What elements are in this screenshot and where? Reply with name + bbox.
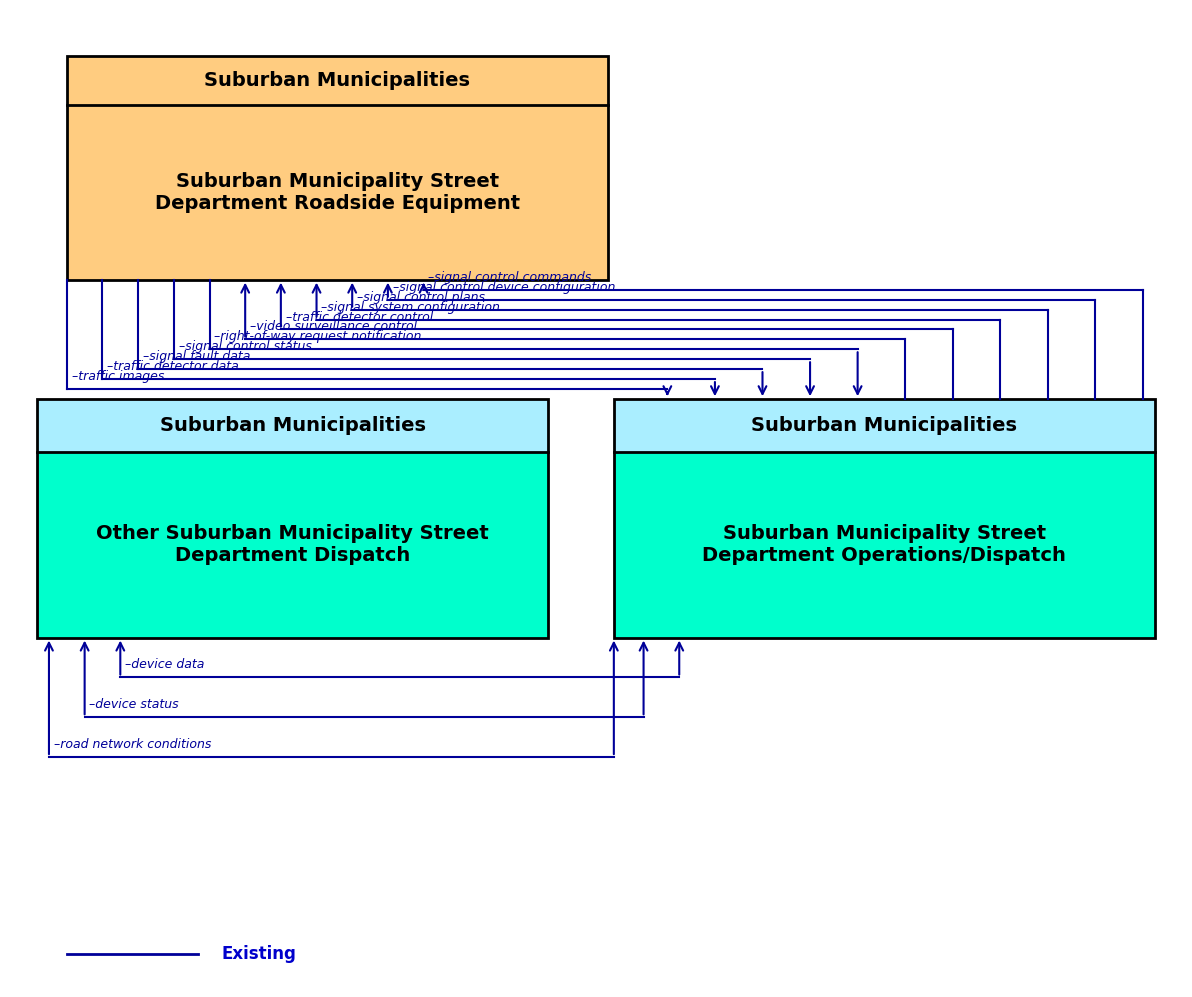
Bar [614,452,1155,638]
Bar [37,452,548,638]
Text: –traffic detector control: –traffic detector control [286,310,433,323]
Text: –signal control commands: –signal control commands [428,271,591,284]
Text: Suburban Municipalities: Suburban Municipalities [160,416,426,435]
Text: Suburban Municipality Street
Department Operations/Dispatch: Suburban Municipality Street Department … [702,524,1067,565]
Text: –road network conditions: –road network conditions [54,738,211,751]
Bar [37,399,548,638]
Text: –device status: –device status [89,698,179,711]
Text: Suburban Municipality Street
Department Roadside Equipment: Suburban Municipality Street Department … [155,172,520,213]
Text: –signal system configuration: –signal system configuration [322,300,501,314]
Text: –video surveillance control: –video surveillance control [250,320,417,333]
Text: –signal control status: –signal control status [179,340,311,353]
Text: Other Suburban Municipality Street
Department Dispatch: Other Suburban Municipality Street Depar… [97,524,489,565]
Bar [614,399,1155,638]
Text: Existing: Existing [222,945,297,963]
Bar [37,399,548,452]
Text: –traffic detector data: –traffic detector data [107,360,238,373]
Text: –traffic images: –traffic images [72,370,164,383]
Bar [67,56,608,106]
Text: –device data: –device data [125,658,205,672]
Text: Suburban Municipalities: Suburban Municipalities [204,71,471,90]
Bar [67,56,608,280]
Text: Suburban Municipalities: Suburban Municipalities [751,416,1018,435]
Text: –signal fault data: –signal fault data [143,350,250,363]
Text: –right-of-way request notification: –right-of-way request notification [215,330,422,343]
Text: –signal control plans: –signal control plans [356,291,485,304]
Text: –signal control device configuration: –signal control device configuration [392,281,615,294]
Bar [67,106,608,280]
Bar [614,399,1155,452]
